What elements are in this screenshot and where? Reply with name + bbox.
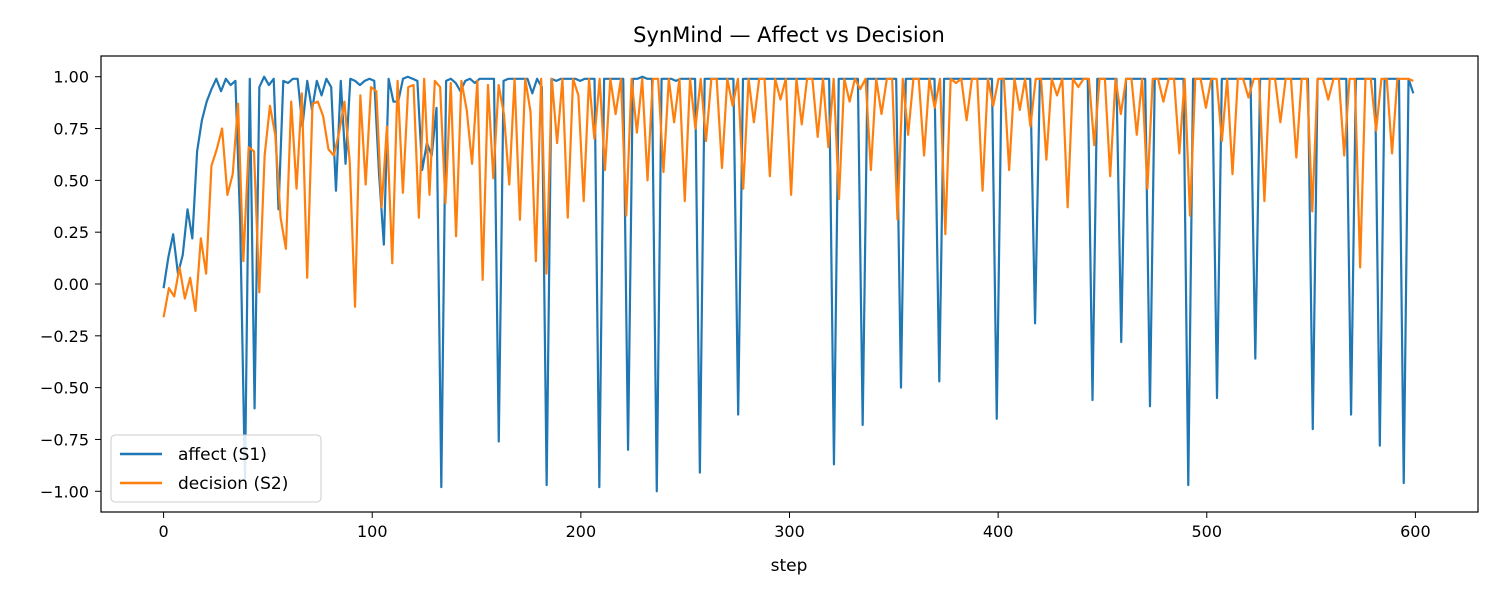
series-line-decision	[162, 77, 1414, 318]
y-tick-label: −1.00	[40, 482, 89, 501]
legend: affect (S1) decision (S2)	[110, 434, 322, 503]
y-tick-label: −0.25	[40, 327, 89, 346]
y-tick-label: −0.75	[40, 430, 89, 449]
legend-label: decision (S2)	[178, 474, 288, 494]
y-tick-label: 0.00	[53, 275, 89, 294]
x-tick-label: 200	[566, 522, 597, 541]
y-tick-label: 0.50	[53, 171, 89, 190]
series-line-affect	[162, 75, 1415, 493]
y-tick-label: −0.50	[40, 379, 89, 398]
x-axis: 0 100 200 300 400 500 600	[158, 512, 1431, 541]
x-tick-label: 600	[1400, 522, 1431, 541]
x-tick-label: 0	[158, 522, 168, 541]
y-tick-label: 0.25	[53, 223, 89, 242]
y-tick-label: 0.75	[53, 120, 89, 139]
x-tick-label: 500	[1191, 522, 1222, 541]
series-layer	[162, 75, 1415, 493]
x-axis-label: step	[771, 556, 808, 576]
x-tick-label: 400	[983, 522, 1014, 541]
y-axis: 1.00 0.75 0.50 0.25 0.00 −0.25 −0.50 −0.75 −1.00	[40, 68, 101, 501]
x-tick-label: 100	[357, 522, 388, 541]
chart-title: SynMind — Affect vs Decision	[633, 23, 945, 47]
x-tick-label: 300	[774, 522, 805, 541]
legend-label: affect (S1)	[178, 445, 267, 465]
y-tick-label: 1.00	[53, 68, 89, 87]
legend-box	[110, 434, 322, 503]
